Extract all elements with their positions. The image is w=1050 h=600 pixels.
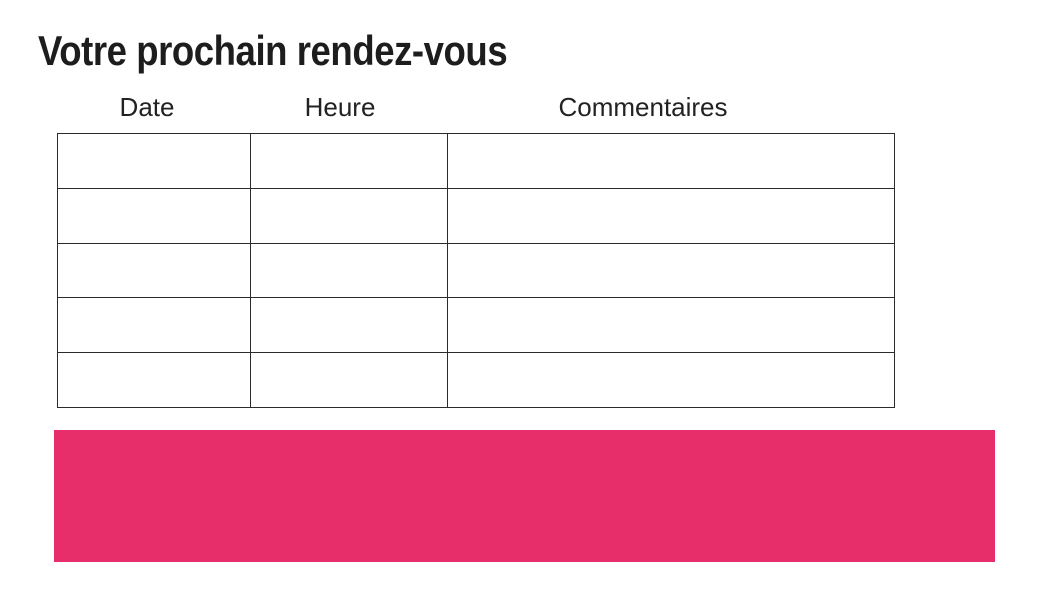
table-cell-empty [447, 187, 895, 244]
table-row [57, 187, 895, 244]
table-row [57, 352, 895, 408]
appointments-table [57, 133, 895, 408]
table-cell-empty [250, 297, 448, 354]
table-cell-empty [250, 242, 448, 299]
table-cell-empty [447, 352, 895, 408]
table-cell-empty [447, 133, 895, 189]
pink-banner [54, 430, 995, 562]
column-header-heure: Heure [304, 92, 376, 122]
table-cell-empty [250, 133, 448, 189]
table-cell-empty [57, 242, 251, 299]
table-cell-empty [57, 297, 251, 354]
column-header-commentaires: Commentaires [558, 92, 728, 122]
page-title: Votre prochain rendez-vous [38, 27, 508, 74]
table-cell-empty [250, 187, 448, 244]
table-cell-empty [57, 187, 251, 244]
table-cell-empty [447, 297, 895, 354]
table-cell-empty [447, 242, 895, 299]
table-row [57, 297, 895, 354]
table-cell-empty [57, 352, 251, 408]
table-cell-empty [250, 352, 448, 408]
table-row [57, 242, 895, 299]
table-row [57, 133, 895, 189]
column-header-date: Date [119, 92, 175, 122]
table-cell-empty [57, 133, 251, 189]
